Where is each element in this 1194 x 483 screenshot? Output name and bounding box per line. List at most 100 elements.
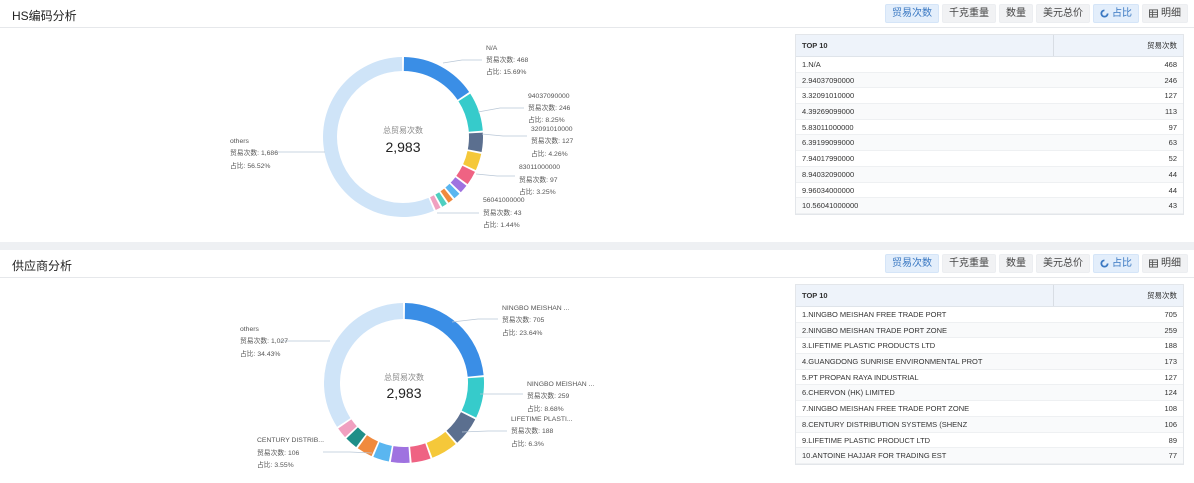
donut-slice[interactable] [435, 192, 447, 207]
row-name: 5.PT PROPAN RAYA INDUSTRIAL [802, 372, 919, 382]
row-name: 5.83011000000 [802, 122, 854, 132]
hs-usd-total-button[interactable]: 美元总价 [1036, 4, 1090, 23]
hs-quantity-button[interactable]: 数量 [999, 4, 1033, 23]
hs-code-panel: HS编码分析 贸易次数 千克重量 数量 美元总价 占比 明细 总贸易次数 2,9… [0, 0, 1194, 242]
hs-detail-button[interactable]: 明细 [1142, 4, 1188, 23]
hs-label-name: 94037090000 [528, 93, 570, 100]
donut-slice[interactable] [456, 165, 475, 185]
table-row[interactable]: 8.CENTURY DISTRIBUTION SYSTEMS (SHENZ 106 [796, 416, 1183, 433]
donut-chart-icon [1100, 259, 1109, 268]
sup-share-button[interactable]: 占比 [1093, 254, 1139, 273]
row-value: 52 [1168, 154, 1177, 164]
table-row[interactable]: 10.ANTOINE HAJJAR FOR TRADING EST 77 [796, 448, 1183, 464]
row-name: 4.39269099000 [802, 107, 855, 117]
donut-slice[interactable] [461, 377, 485, 418]
leader-line [461, 430, 507, 433]
table-row[interactable]: 3.32091010000 127 [796, 88, 1183, 105]
table-row[interactable]: 7.94017990000 52 [796, 151, 1183, 167]
donut-slice[interactable] [458, 93, 483, 132]
donut-slice[interactable] [373, 442, 392, 462]
sup-table-header-right[interactable]: 贸易次数 [1147, 291, 1177, 300]
hs-share-button[interactable]: 占比 [1093, 4, 1139, 23]
donut-slice[interactable] [324, 303, 404, 427]
table-row[interactable]: 9.96034000000 44 [796, 183, 1183, 199]
hs-label-ratio: 占比: 3.25% [519, 187, 556, 196]
row-value: 468 [1164, 60, 1177, 69]
table-row[interactable]: 1.N/A 468 [796, 57, 1183, 73]
donut-slice[interactable] [430, 195, 441, 210]
leader-line [451, 318, 498, 323]
table-row[interactable]: 8.94032090000 44 [796, 166, 1183, 183]
leader-line [475, 173, 515, 177]
table-icon [1149, 9, 1158, 18]
table-row[interactable]: 4.GUANGDONG SUNRISE ENVIRONMENTAL PROT 17… [796, 354, 1183, 370]
hs-label-count: 贸易次数: 127 [531, 136, 574, 145]
sup-label-name: others [240, 326, 259, 333]
sup-center-label: 总贸易次数 [384, 372, 424, 382]
table-row[interactable]: 10.56041000000 43 [796, 198, 1183, 214]
donut-slice[interactable] [390, 446, 410, 463]
sup-donut-chart: 总贸易次数 2,983 NINGBO MEISHAN ... 贸易次数: 705… [240, 303, 594, 469]
sup-label-ratio: 占比: 8.68% [527, 404, 564, 413]
sup-weight-button[interactable]: 千克重量 [942, 254, 996, 273]
sup-label-count: 贸易次数: 188 [511, 426, 554, 435]
leader-line [442, 59, 482, 64]
hs-label-ratio: 占比: 8.25% [528, 115, 565, 124]
donut-slice[interactable] [446, 412, 476, 443]
sup-quantity-button[interactable]: 数量 [999, 254, 1033, 273]
donut-slice[interactable] [463, 150, 482, 171]
table-row[interactable]: 6.39199099000 63 [796, 135, 1183, 152]
row-name: 8.94032090000 [802, 169, 855, 179]
table-row[interactable]: 3.LIFETIME PLASTIC PRODUCTS LTD 188 [796, 338, 1183, 355]
sup-usd-total-button[interactable]: 美元总价 [1036, 254, 1090, 273]
row-name: 4.GUANGDONG SUNRISE ENVIRONMENTAL PROT [802, 357, 983, 367]
row-name: 3.32091010000 [802, 91, 855, 101]
table-row[interactable]: 5.83011000000 97 [796, 120, 1183, 136]
donut-slice[interactable] [426, 431, 456, 458]
row-value: 108 [1164, 404, 1177, 414]
donut-slice[interactable] [323, 57, 434, 217]
table-row[interactable]: 2.94037090000 246 [796, 72, 1183, 89]
donut-slice[interactable] [410, 443, 431, 463]
hs-label-ratio: 占比: 15.69% [486, 67, 526, 76]
hs-label-count: 贸易次数: 1,686 [230, 148, 278, 157]
sup-label-count: 贸易次数: 259 [527, 391, 570, 400]
sup-detail-button[interactable]: 明细 [1142, 254, 1188, 273]
donut-slice[interactable] [467, 132, 483, 152]
table-row[interactable]: 6.CHERVON (HK) LIMITED 124 [796, 385, 1183, 402]
table-row[interactable]: 9.LIFETIME PLASTIC PRODUCT LTD 89 [796, 433, 1183, 449]
table-row[interactable]: 1.NINGBO MEISHAN FREE TRADE PORT 705 [796, 307, 1183, 323]
hs-label-name: 56041000000 [483, 197, 525, 204]
table-icon [1149, 259, 1158, 268]
sup-table-header: TOP 10 贸易次数 [796, 285, 1183, 307]
donut-slice[interactable] [450, 177, 467, 193]
donut-slice[interactable] [445, 183, 460, 199]
hs-trade-count-button[interactable]: 贸易次数 [885, 4, 939, 23]
donut-chart-icon [1100, 9, 1109, 18]
donut-slice[interactable] [346, 427, 366, 448]
donut-slice[interactable] [357, 435, 379, 457]
hs-panel-header: HS编码分析 贸易次数 千克重量 数量 美元总价 占比 明细 [0, 0, 1194, 28]
row-value: 89 [1168, 435, 1177, 445]
hs-detail-label: 明细 [1161, 8, 1181, 19]
table-row[interactable]: 2.NINGBO MEISHAN TRADE PORT ZONE 259 [796, 322, 1183, 339]
row-name: 7.NINGBO MEISHAN FREE TRADE PORT ZONE [802, 404, 970, 414]
donut-slice[interactable] [404, 303, 484, 377]
table-row[interactable]: 4.39269099000 113 [796, 104, 1183, 120]
donut-slice[interactable] [440, 188, 453, 203]
donut-slice[interactable] [338, 419, 357, 438]
sup-trade-count-button[interactable]: 贸易次数 [885, 254, 939, 273]
sup-label-ratio: 占比: 34.43% [240, 349, 280, 358]
hs-leader-lines [276, 59, 527, 214]
sup-top10-table: TOP 10 贸易次数 1.NINGBO MEISHAN FREE TRADE … [795, 284, 1184, 465]
hs-table-header-right[interactable]: 贸易次数 [1147, 41, 1177, 50]
leader-line [323, 451, 373, 454]
row-value: 173 [1164, 357, 1177, 367]
sup-panel-header: 供应商分析 贸易次数 千克重量 数量 美元总价 占比 明细 [0, 250, 1194, 278]
row-name: 9.96034000000 [802, 185, 855, 195]
hs-weight-button[interactable]: 千克重量 [942, 4, 996, 23]
row-value: 44 [1168, 185, 1177, 195]
table-row[interactable]: 7.NINGBO MEISHAN FREE TRADE PORT ZONE 108 [796, 401, 1183, 417]
donut-slice[interactable] [403, 57, 470, 100]
table-row[interactable]: 5.PT PROPAN RAYA INDUSTRIAL 127 [796, 370, 1183, 386]
